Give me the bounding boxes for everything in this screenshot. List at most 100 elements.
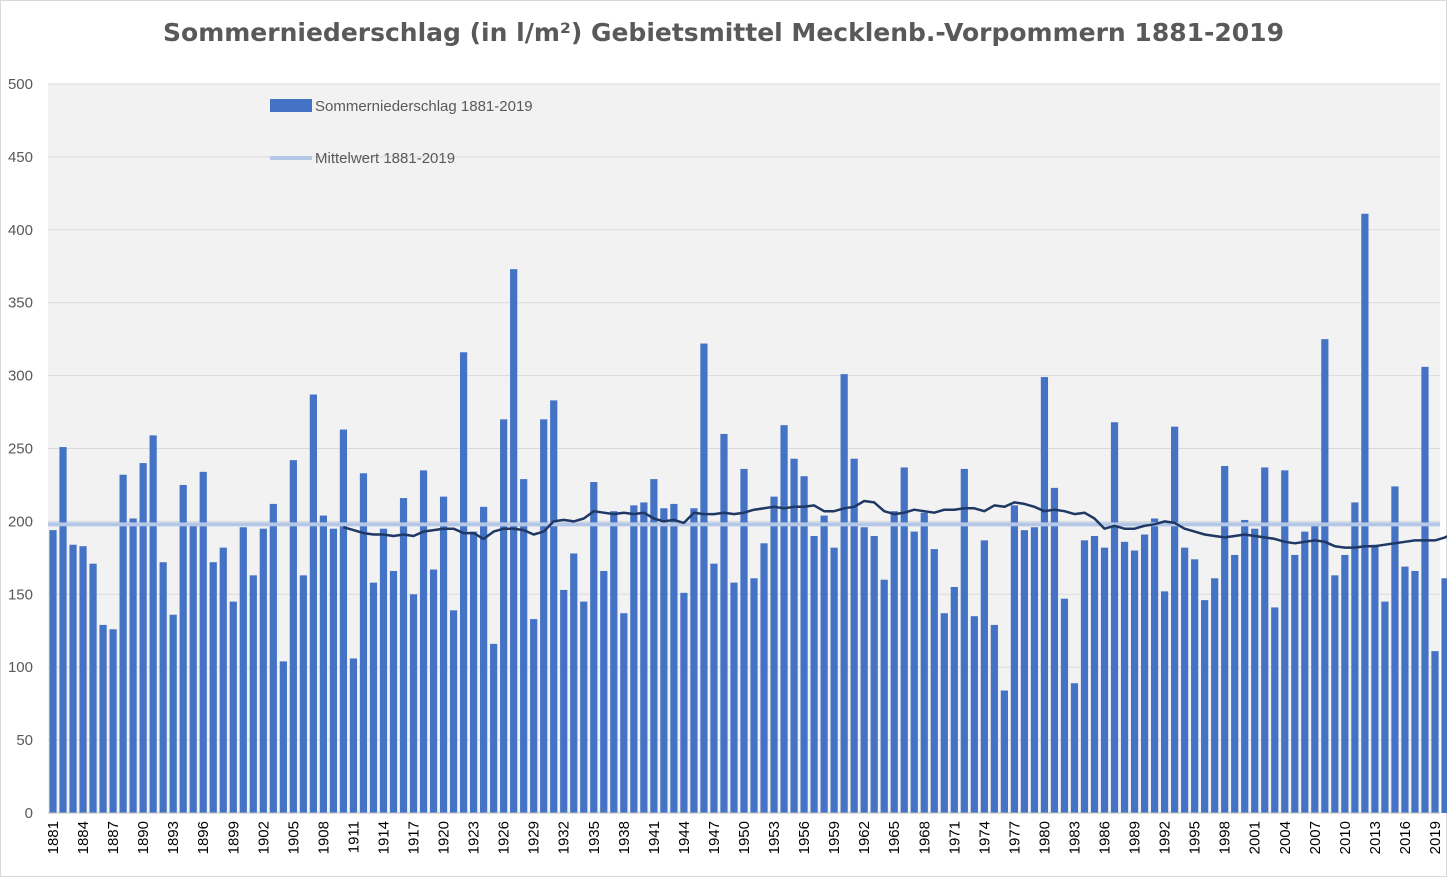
x-tick-label: 1938: [616, 821, 633, 854]
bar: [129, 518, 137, 813]
bar: [1201, 600, 1209, 813]
bar: [1010, 505, 1018, 813]
bar: [690, 508, 698, 813]
bar: [319, 515, 328, 813]
bar: [1000, 690, 1008, 813]
legend-mean-label: Mittelwert 1881-2019: [315, 150, 455, 167]
bar: [99, 624, 107, 813]
bar: [580, 601, 588, 813]
bar: [389, 570, 398, 813]
x-tick-label: 1995: [1187, 821, 1204, 854]
x-tick-label: 2019: [1427, 821, 1444, 854]
bar: [1401, 566, 1409, 813]
x-tick-label: 1989: [1127, 821, 1144, 854]
y-tick-label: 150: [8, 586, 33, 603]
x-tick-label: 1962: [856, 821, 873, 854]
x-tick-label: 1890: [135, 821, 152, 854]
x-tick-label: 1911: [345, 821, 362, 853]
bar: [1361, 213, 1369, 814]
bar: [259, 528, 267, 813]
bar: [1311, 524, 1319, 813]
x-tick-label: 2007: [1307, 821, 1324, 854]
bar: [940, 613, 948, 813]
bar: [199, 471, 207, 813]
x-tick-label: 1971: [946, 821, 963, 854]
x-tick-label: 1887: [105, 821, 122, 854]
x-tick-label: 1956: [796, 821, 813, 854]
bar: [670, 503, 678, 813]
bar: [1441, 578, 1447, 813]
bar: [1050, 487, 1059, 813]
legend-bar-label: Sommerniederschlag 1881-2019: [315, 98, 533, 115]
x-tick-label: 1950: [736, 821, 753, 854]
bar: [1431, 651, 1439, 813]
bar: [329, 528, 338, 813]
bar: [920, 512, 928, 813]
y-tick-label: 100: [8, 659, 33, 676]
bar: [830, 547, 838, 813]
bar: [560, 589, 568, 813]
bar: [409, 594, 418, 813]
bar: [840, 374, 848, 813]
x-tick-label: 1944: [676, 821, 693, 854]
x-tick-label: 1947: [706, 821, 723, 854]
y-tick-label: 0: [25, 805, 33, 822]
bar: [610, 511, 618, 813]
bar: [119, 474, 127, 813]
y-tick-label: 400: [8, 222, 33, 239]
bar: [1261, 467, 1269, 813]
x-tick-label: 1914: [376, 821, 393, 854]
bar: [229, 601, 237, 813]
bar: [209, 562, 217, 813]
bar: [640, 502, 648, 813]
bar: [700, 343, 708, 813]
bar: [1160, 591, 1169, 813]
bar: [960, 468, 968, 813]
bar: [650, 479, 658, 813]
bar: [890, 511, 898, 813]
bar: [1110, 422, 1119, 813]
x-tick-label: 1902: [255, 821, 272, 854]
bar: [490, 643, 498, 813]
y-tick-label: 300: [8, 368, 33, 385]
bar: [159, 562, 167, 813]
bar: [1211, 578, 1219, 813]
bar: [69, 544, 77, 813]
chart-title: Sommerniederschlag (in l/m²) Gebietsmitt…: [163, 18, 1284, 47]
x-tick-label: 1992: [1157, 821, 1174, 854]
bar: [1371, 544, 1379, 813]
bar: [309, 394, 317, 813]
bar: [860, 527, 868, 813]
bar: [49, 530, 57, 813]
bar: [1030, 527, 1039, 813]
legend-bar-swatch: [270, 99, 312, 112]
bar: [470, 531, 478, 813]
bar: [1120, 541, 1129, 813]
bar: [179, 484, 187, 813]
y-tick-label: 200: [8, 513, 33, 530]
bar: [1281, 470, 1289, 813]
x-tick-label: 1986: [1097, 821, 1114, 854]
bar: [630, 505, 638, 813]
x-tick-label: 1941: [646, 821, 663, 854]
bar: [1070, 683, 1079, 813]
bar: [219, 547, 227, 813]
bar: [1080, 540, 1089, 813]
bar: [620, 613, 628, 813]
bar: [540, 419, 548, 813]
bar: [109, 629, 117, 813]
bar: [1381, 601, 1389, 813]
bar: [89, 563, 97, 813]
bar: [289, 460, 297, 813]
bar: [880, 579, 888, 813]
bar: [740, 468, 748, 813]
bar: [480, 506, 488, 813]
bar: [980, 540, 988, 813]
bar: [79, 546, 87, 813]
bar: [590, 482, 598, 813]
y-tick-label: 50: [16, 732, 33, 749]
x-tick-label: 1968: [916, 821, 933, 854]
bar: [1331, 575, 1339, 813]
